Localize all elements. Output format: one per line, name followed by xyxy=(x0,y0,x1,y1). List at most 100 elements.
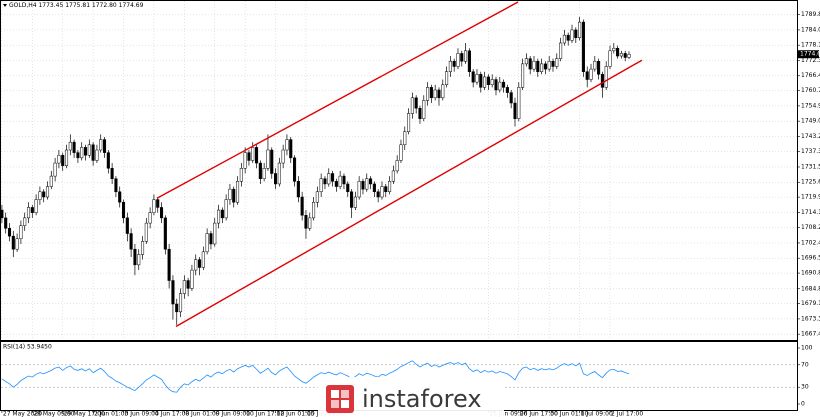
candle-body xyxy=(543,63,547,70)
y-tick-label: 1673.30 xyxy=(801,315,820,322)
candle-body xyxy=(517,87,521,119)
candle-body xyxy=(296,181,300,198)
candle-body xyxy=(38,191,42,200)
candle-body xyxy=(369,178,373,185)
y-tick-label: 1754.90 xyxy=(801,102,820,109)
price-tag: 1774.69 xyxy=(800,51,820,58)
candle-body xyxy=(140,241,145,255)
y-tick-label: 1719.95 xyxy=(801,194,820,201)
candle-body xyxy=(407,113,411,132)
y-tick-label: 1725.65 xyxy=(801,179,820,186)
candle-body xyxy=(361,181,365,190)
candle-body xyxy=(277,162,281,185)
candle-body xyxy=(559,42,563,59)
y-tick-label: 1684.85 xyxy=(801,285,820,292)
candle-body xyxy=(494,79,498,91)
candle-body xyxy=(61,154,65,166)
candle-body xyxy=(532,61,536,70)
candle-body xyxy=(42,191,46,198)
candle-body xyxy=(509,92,513,104)
candle-body xyxy=(220,209,224,219)
candle-body xyxy=(68,141,72,151)
candle-body xyxy=(380,186,384,198)
candle-body xyxy=(228,188,232,200)
candle-body xyxy=(159,207,164,219)
x-tick-label: 10 Jun 17:00 xyxy=(246,411,284,417)
candle-body xyxy=(266,149,270,169)
candle-body xyxy=(15,238,19,250)
candle-body xyxy=(570,29,574,41)
candle-body xyxy=(312,201,316,219)
candle-body xyxy=(502,81,506,88)
candle-body xyxy=(243,152,247,169)
candle-body xyxy=(566,34,570,41)
candle-body xyxy=(133,248,137,266)
candle-body xyxy=(589,68,593,80)
candle-body xyxy=(239,168,243,182)
candle-body xyxy=(574,29,578,39)
candle-body xyxy=(460,53,464,62)
candle-body xyxy=(197,259,202,268)
candle-body xyxy=(399,144,403,161)
candle-body xyxy=(327,173,331,185)
x-tick-label: 3 Jun 09:00 xyxy=(125,411,159,417)
candle-body xyxy=(171,280,175,305)
candle-body xyxy=(342,175,346,185)
candle-body xyxy=(388,181,392,193)
candle-body xyxy=(323,178,327,185)
y-tick-label: 1667.45 xyxy=(801,331,820,338)
candle-body xyxy=(300,196,304,216)
candle-body xyxy=(331,173,335,182)
candle-body xyxy=(452,61,456,67)
candle-body xyxy=(403,131,407,146)
candle-body xyxy=(479,74,483,88)
candle-body xyxy=(99,139,103,151)
candle-body xyxy=(498,81,502,91)
candle-body xyxy=(152,199,156,213)
candle-body xyxy=(338,175,342,187)
candle-body xyxy=(410,97,414,114)
candle-body xyxy=(483,76,487,88)
candle-body xyxy=(486,76,490,85)
candle-body xyxy=(121,201,126,219)
candle-body xyxy=(83,147,88,156)
candle-body xyxy=(178,293,183,313)
candle-body xyxy=(612,47,616,52)
x-tick-label: 29 May 17:00 xyxy=(64,411,105,417)
candle-body xyxy=(365,178,369,190)
candle-body xyxy=(186,280,190,289)
y-tick-label: 1760.75 xyxy=(801,87,820,94)
candle-body xyxy=(216,209,221,224)
candle-body xyxy=(224,199,228,219)
candle-body xyxy=(346,183,350,193)
candle-body xyxy=(4,217,8,229)
logo-tile xyxy=(331,390,339,398)
candle-body xyxy=(251,147,255,161)
y-tick-label: 1737.35 xyxy=(801,148,820,155)
candle-body xyxy=(118,191,122,203)
candle-body xyxy=(547,61,551,70)
candle-body xyxy=(110,168,114,179)
candle-body xyxy=(608,50,612,67)
candle-body xyxy=(334,181,338,187)
candle-body xyxy=(475,74,479,83)
price-tag-bg xyxy=(798,50,819,59)
candle-body xyxy=(76,152,80,159)
candle-body xyxy=(232,188,236,203)
candle-body xyxy=(616,47,620,57)
y-tick-label: 0 xyxy=(801,401,805,408)
candle-body xyxy=(350,191,354,208)
candle-body xyxy=(467,50,471,72)
candle-body xyxy=(201,251,205,268)
candle-body xyxy=(395,160,399,172)
candle-body xyxy=(247,152,251,161)
y-tick-label: 1690.85 xyxy=(801,270,820,277)
candle-body xyxy=(597,61,601,75)
candle-body xyxy=(422,100,426,119)
candle-body xyxy=(57,154,61,164)
logo-tile xyxy=(341,390,349,398)
candle-body xyxy=(433,89,437,99)
header-arrow xyxy=(3,4,7,7)
